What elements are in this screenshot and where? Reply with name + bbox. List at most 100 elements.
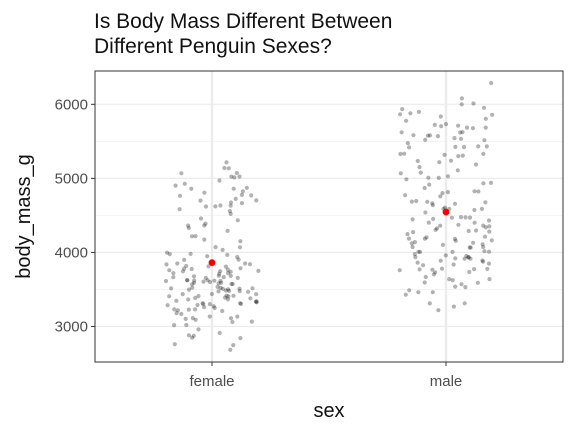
data-point <box>464 253 469 259</box>
data-point <box>489 238 494 243</box>
data-point <box>398 151 403 157</box>
data-point <box>225 297 230 302</box>
data-point <box>167 294 172 299</box>
data-point <box>481 181 486 186</box>
data-point <box>455 168 460 173</box>
data-point <box>412 252 417 257</box>
data-point <box>231 293 236 298</box>
data-point <box>416 249 421 254</box>
data-point <box>486 218 492 223</box>
data-point <box>472 267 477 272</box>
data-point <box>484 144 489 149</box>
data-point <box>200 301 205 306</box>
data-point <box>397 268 402 273</box>
data-point <box>412 240 417 245</box>
data-point <box>186 287 192 292</box>
data-point <box>407 145 412 150</box>
data-point <box>203 275 208 280</box>
data-point <box>452 201 458 206</box>
data-point <box>212 305 217 311</box>
data-point <box>213 245 218 250</box>
data-point <box>462 256 467 261</box>
data-point <box>216 273 221 278</box>
data-point <box>186 307 191 312</box>
data-point <box>180 292 185 297</box>
data-point <box>238 239 243 244</box>
data-point <box>183 316 188 321</box>
data-point <box>487 224 492 229</box>
data-point <box>404 177 409 182</box>
data-point <box>195 302 200 308</box>
mean-point <box>208 259 216 267</box>
data-point <box>413 255 418 260</box>
data-point <box>190 335 195 340</box>
data-point <box>422 280 427 285</box>
data-point <box>209 291 214 297</box>
data-point <box>422 236 427 241</box>
data-point <box>207 302 212 307</box>
data-point <box>226 271 231 276</box>
data-point <box>488 180 494 185</box>
data-point <box>405 232 410 237</box>
data-point <box>202 305 207 310</box>
data-point <box>442 152 447 157</box>
data-point <box>430 290 435 295</box>
data-point <box>229 281 234 287</box>
data-point <box>466 255 471 260</box>
data-point <box>167 268 172 273</box>
data-point <box>218 269 223 274</box>
data-point <box>212 278 217 283</box>
data-point <box>196 294 201 299</box>
data-point <box>222 165 227 171</box>
data-point <box>221 275 226 280</box>
data-point <box>426 220 431 225</box>
data-point <box>175 308 180 313</box>
data-point <box>244 185 249 190</box>
data-point <box>433 227 438 232</box>
data-point <box>453 284 458 289</box>
data-point <box>238 266 243 271</box>
data-point <box>189 186 194 191</box>
data-point <box>460 130 465 135</box>
ticks-layer: 3000 4000 5000 6000 female male <box>55 96 463 390</box>
data-point <box>436 308 441 313</box>
data-point <box>223 288 228 293</box>
chart-title: Is Body Mass Different Between Different… <box>94 9 564 59</box>
y-tick-label: 5000 <box>55 170 88 187</box>
data-point <box>249 319 254 324</box>
data-point <box>225 228 230 233</box>
data-point <box>186 223 191 228</box>
data-point <box>205 278 210 283</box>
data-point <box>165 303 170 308</box>
data-point <box>417 267 422 272</box>
data-point <box>427 301 432 306</box>
data-point <box>466 255 471 260</box>
data-point <box>453 144 458 149</box>
data-point <box>458 130 463 135</box>
data-point <box>414 198 419 204</box>
data-point <box>483 225 488 230</box>
data-point <box>225 267 230 272</box>
data-point <box>235 314 240 319</box>
data-point <box>480 242 485 247</box>
x-axis-title: sex <box>313 400 344 422</box>
data-point <box>179 311 184 317</box>
data-point <box>234 170 239 176</box>
data-point <box>458 215 464 220</box>
data-point <box>402 151 407 156</box>
data-point <box>479 206 484 211</box>
data-point <box>450 278 455 283</box>
data-point <box>482 234 488 239</box>
data-point <box>217 178 222 183</box>
data-point <box>175 261 180 266</box>
data-point <box>198 198 203 203</box>
data-point <box>431 216 436 222</box>
x-tick-label: female <box>189 373 234 390</box>
data-point <box>435 134 440 139</box>
mean-point <box>442 208 450 216</box>
data-point <box>216 289 221 294</box>
data-point <box>438 114 443 119</box>
data-point <box>410 217 415 222</box>
data-point <box>472 220 477 225</box>
